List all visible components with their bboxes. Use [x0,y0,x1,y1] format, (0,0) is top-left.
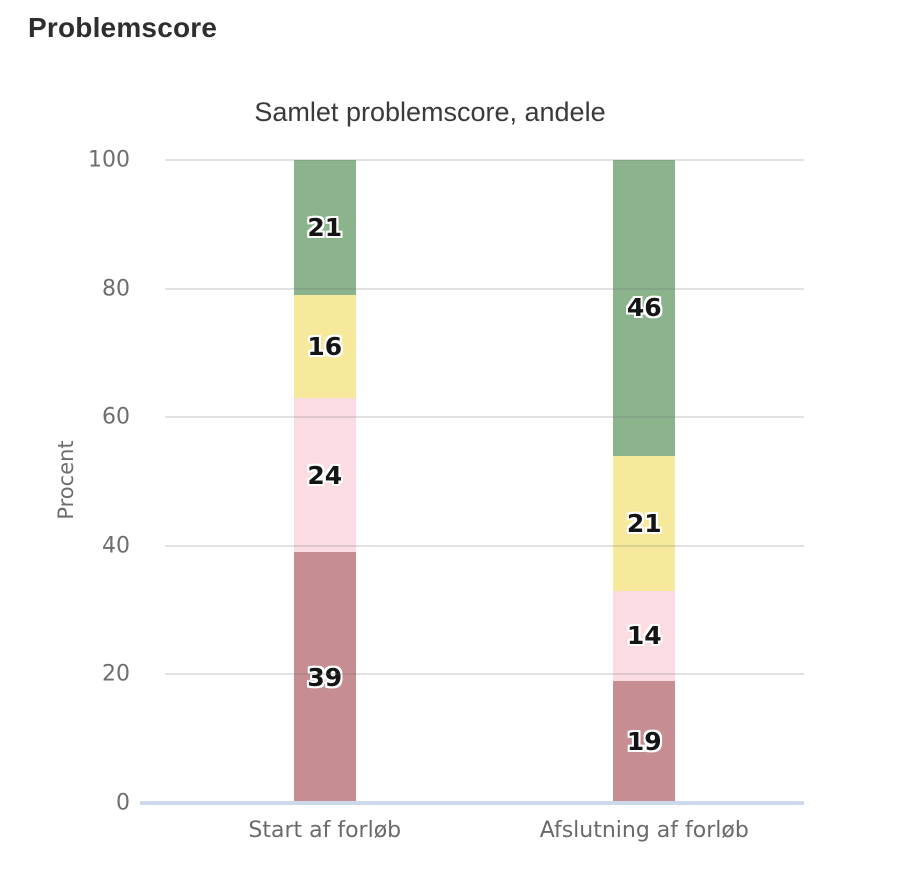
bar-segment-yellow: 21 [613,455,676,591]
y-tick-label-20: 20 [102,661,130,687]
chart-title: Samlet problemscore, andele [254,97,606,127]
bar-segment-green: 46 [613,160,676,456]
y-tick-label-40: 40 [102,533,130,559]
segment-value-label: 16 [307,331,343,361]
bar-segment-yellow: 16 [293,295,356,398]
segment-value-label: 21 [626,508,662,538]
y-tick-label-60: 60 [102,404,130,430]
gridline-60 [165,416,804,419]
stacked-bar-1: 39 24 16 21 [293,160,356,803]
x-category-label-1: Start af forløb [248,818,402,843]
page-title: Problemscore [28,12,218,43]
bar-segment-pink: 24 [293,397,356,553]
bar-segment-green: 21 [293,160,356,296]
plot-area: 39 24 16 21 19 14 21 46 [165,159,804,803]
segment-value-label: 24 [307,460,343,490]
stacked-bar-2: 19 14 21 46 [613,160,676,803]
y-tick-label-100: 100 [88,147,130,173]
y-axis-title: Procent [54,440,78,520]
segment-value-label: 46 [626,293,662,323]
y-tick-label-80: 80 [102,276,130,302]
segment-value-label: 39 [307,663,343,693]
x-category-label-2: Afslutning af forløb [539,818,749,843]
bar-segment-pink: 14 [613,590,676,681]
bar-segment-rose: 19 [613,680,676,803]
y-tick-label-0: 0 [116,790,130,816]
bar-segment-rose: 39 [293,552,356,803]
segment-value-label: 21 [307,213,343,243]
gridline-20 [165,673,804,676]
x-axis-baseline [140,801,804,805]
gridline-80 [165,287,804,290]
segment-value-label: 14 [626,621,662,651]
segment-value-label: 19 [626,727,662,757]
gridline-40 [165,544,804,547]
gridline-100 [165,159,804,161]
